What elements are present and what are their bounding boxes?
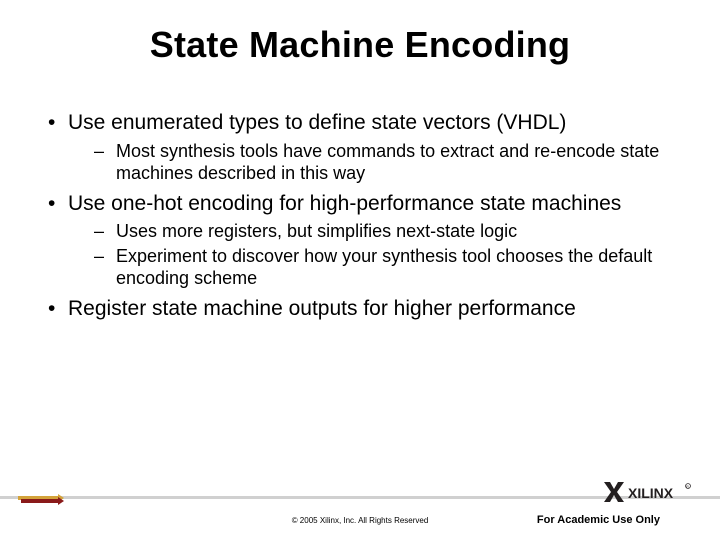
slide-footer: © 2005 Xilinx, Inc. All Rights Reserved … [0,496,720,540]
academic-use-text: For Academic Use Only [537,514,660,526]
sub-bullet-item: Experiment to discover how your synthesi… [94,245,680,290]
bullet-item: Use one-hot encoding for high-performanc… [40,191,680,290]
footer-accent-icon [18,490,64,508]
bullet-item: Use enumerated types to define state vec… [40,110,680,185]
sub-bullet-list: Uses more registers, but simplifies next… [68,220,680,290]
logo-text: XILINX [628,485,674,501]
sub-bullet-list: Most synthesis tools have commands to ex… [68,140,680,185]
xilinx-logo-icon: XILINX R [602,478,694,506]
sub-bullet-text: Experiment to discover how your synthesi… [116,246,652,289]
sub-bullet-item: Most synthesis tools have commands to ex… [94,140,680,185]
bullet-text: Use enumerated types to define state vec… [68,111,566,134]
bullet-text: Use one-hot encoding for high-performanc… [68,192,621,215]
slide: State Machine Encoding Use enumerated ty… [0,0,720,540]
sub-bullet-text: Most synthesis tools have commands to ex… [116,141,659,184]
slide-content: Use enumerated types to define state vec… [40,110,680,321]
slide-title: State Machine Encoding [40,24,680,66]
bullet-text: Register state machine outputs for highe… [68,297,576,320]
sub-bullet-item: Uses more registers, but simplifies next… [94,220,680,243]
sub-bullet-text: Uses more registers, but simplifies next… [116,221,517,241]
bullet-list: Use enumerated types to define state vec… [40,110,680,321]
bullet-item: Register state machine outputs for highe… [40,296,680,322]
